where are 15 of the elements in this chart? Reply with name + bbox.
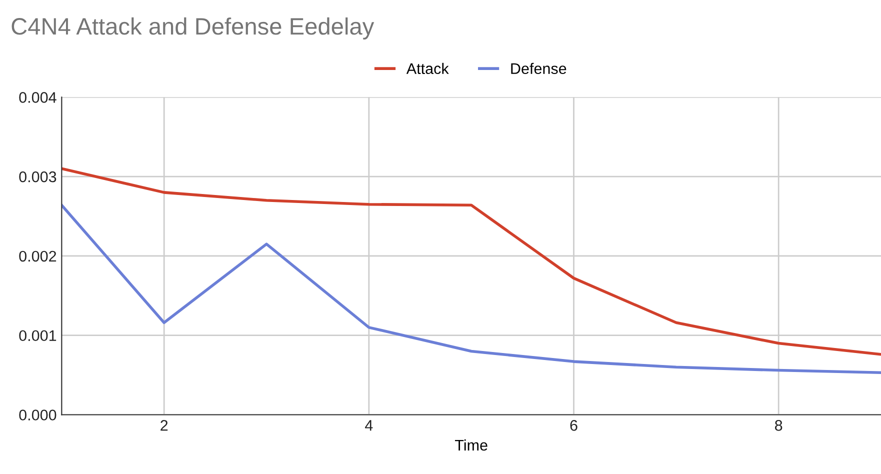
x-tick-label: 4: [365, 420, 373, 431]
y-tick-label: 0.000: [19, 410, 56, 420]
y-tick-label: 0.003: [19, 171, 56, 182]
legend-label: Attack: [406, 62, 449, 74]
line-series: [62, 204, 881, 374]
x-tick-label: 8: [775, 420, 782, 431]
x-tick-label: 6: [570, 420, 578, 431]
y-tick-label: 0.004: [19, 92, 56, 103]
y-tick-label: 0.002: [19, 250, 56, 262]
x-tick-label: 2: [160, 420, 168, 431]
line-series: [62, 167, 881, 356]
legend-label: Defense: [511, 62, 566, 74]
x-axis-title: Time: [454, 439, 488, 451]
y-tick-label: 0.001: [19, 330, 56, 342]
chart-title: C4N4 Attack and Defense Eedelay: [12, 17, 374, 40]
